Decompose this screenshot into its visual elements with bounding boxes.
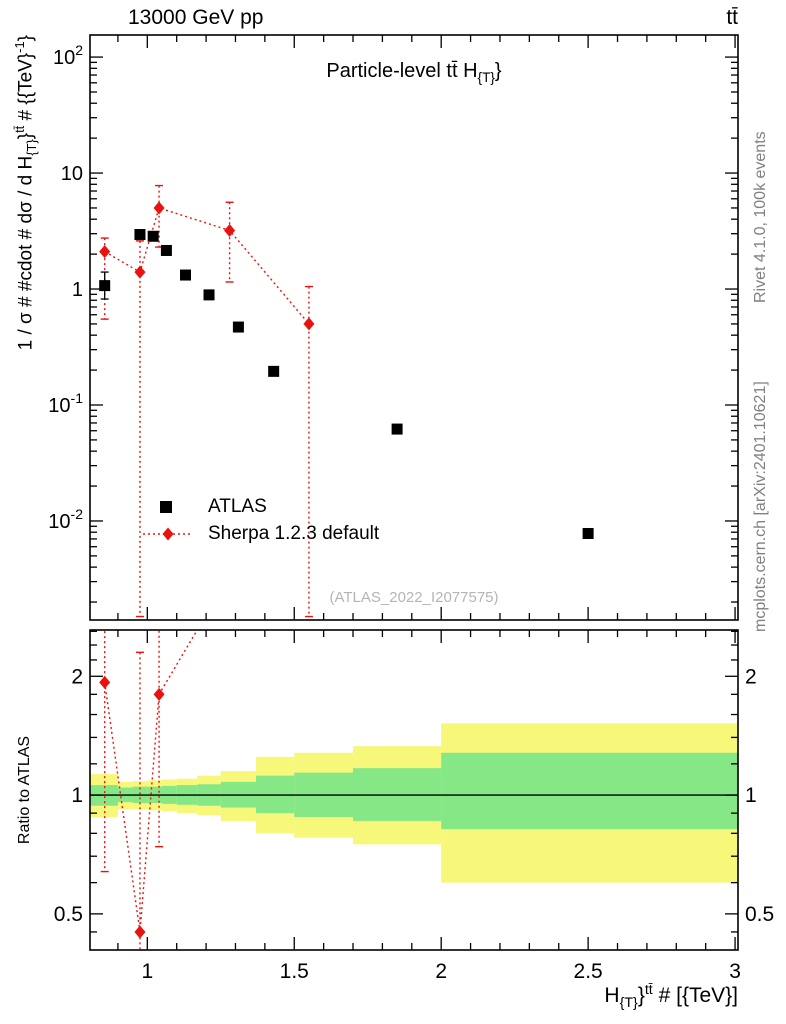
sherpa-data-point: [99, 245, 111, 259]
svg-text:1.5: 1.5: [280, 960, 309, 983]
rivet-version-note: Rivet 4.1.0, 100k events: [752, 131, 769, 303]
process-label: tt̄: [726, 6, 738, 29]
svg-text:0.5: 0.5: [745, 903, 774, 926]
svg-text:1: 1: [141, 960, 153, 983]
beam-energy-label: 13000 GeV pp: [128, 6, 264, 29]
sherpa-series: [99, 184, 315, 618]
main-frame: [89, 34, 739, 621]
atlas-data-point: [391, 423, 403, 435]
atlas-data-point: [134, 229, 146, 241]
legend-markers: [143, 501, 193, 541]
atlas-data-point: [232, 321, 244, 333]
atlas-data-point: [180, 269, 192, 281]
sherpa-data-point: [153, 201, 165, 215]
ratio-uncertainty-bands: [90, 723, 738, 883]
atlas-series: [99, 229, 594, 539]
legend-label-sherpa: Sherpa 1.2.3 default: [208, 523, 380, 544]
sherpa-ratio-series: [99, 630, 199, 950]
svg-text:10-1: 10-1: [48, 390, 83, 417]
analysis-watermark: (ATLAS_2022_I2077575): [329, 589, 499, 606]
atlas-data-point: [147, 230, 159, 242]
sherpa-data-point: [224, 223, 236, 237]
svg-text:1: 1: [745, 784, 757, 807]
axes-ticks: [90, 35, 738, 950]
svg-text:1: 1: [72, 279, 83, 301]
sherpa-data-point: [99, 675, 111, 689]
band-green: [441, 752, 738, 830]
tick-labels: 1 1.5 2 2.5 3 102 10 1 10-1 10-2 2 2 1 1 0.5 0.5: [48, 42, 774, 983]
svg-text:102: 102: [53, 42, 83, 69]
main-y-axis-title: 1 / σ # #cdot # dσ / d H{T}}tt̄ # {{TeV}…: [12, 35, 40, 351]
atlas-data-point: [268, 365, 280, 377]
mcplots-arxiv-note: mcplots.cern.ch [arXiv:2401.10621]: [752, 381, 769, 632]
sherpa-data-point: [134, 925, 146, 939]
legend-label-atlas: ATLAS: [208, 496, 267, 517]
plot-title: Particle-level tt̄ H{T}}: [326, 60, 502, 85]
atlas-data-point: [160, 244, 172, 256]
sherpa-data-point: [134, 265, 146, 279]
svg-text:1: 1: [71, 784, 83, 807]
svg-text:10: 10: [61, 163, 83, 185]
atlas-data-point: [203, 289, 215, 301]
svg-text:2.5: 2.5: [574, 960, 603, 983]
sherpa-data-point: [153, 687, 165, 701]
ratio-y-axis-title: Ratio to ATLAS: [16, 735, 33, 845]
svg-text:2: 2: [71, 665, 83, 688]
band-green: [256, 775, 295, 814]
x-axis-title: H{T}}tt̄ # [{TeV}]: [604, 982, 738, 1012]
svg-text:2: 2: [435, 960, 447, 983]
ratio-frame: [89, 629, 739, 951]
legend-marker-atlas: [160, 501, 172, 513]
svg-text:10-2: 10-2: [48, 506, 83, 533]
atlas-data-point: [582, 527, 594, 539]
sherpa-data-point: [303, 317, 315, 331]
sherpa-data-point: [162, 527, 174, 541]
svg-text:0.5: 0.5: [54, 903, 83, 926]
svg-text:2: 2: [745, 665, 757, 688]
atlas-data-point: [99, 280, 111, 292]
svg-text:3: 3: [729, 960, 741, 983]
